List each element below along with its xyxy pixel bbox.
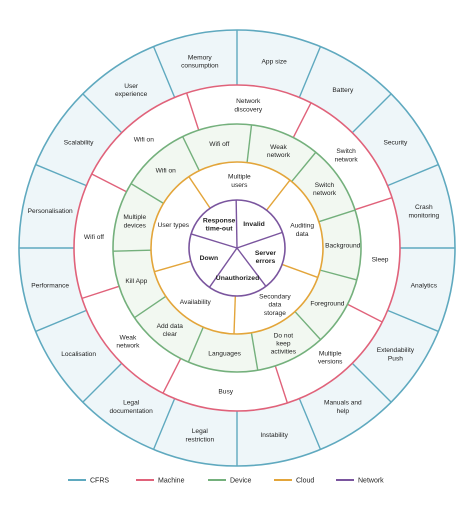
machine-segment-multiple-versions: Multiple versions — [318, 350, 343, 365]
machine-divider — [162, 358, 182, 394]
device-divider — [294, 311, 322, 341]
device-divider — [134, 295, 167, 319]
cloud-segment-availability: Availability — [180, 299, 212, 306]
cfrs-segment-localisation: Localisation — [61, 351, 96, 358]
legend: CFRS Machine Device Cloud Network — [68, 478, 384, 485]
network-segment-down: Down — [200, 255, 219, 262]
device-segment-wifi-on: Wifi on — [156, 167, 176, 174]
cfrs-divider — [387, 163, 439, 187]
cfrs-segment-memory-consumption: Memory consumption — [181, 54, 219, 69]
center-dot — [235, 246, 239, 250]
machine-divider — [91, 173, 127, 193]
cloud-divider — [154, 260, 192, 273]
machine-segment-switch-network: Switch network — [335, 148, 359, 163]
machine-segment-sleep: Sleep — [372, 257, 389, 264]
legend-label-machine: Machine — [158, 478, 185, 485]
device-divider — [318, 209, 356, 223]
device-segment-foreground: Foreground — [310, 300, 344, 307]
machine-segment-busy: Busy — [218, 388, 233, 395]
cfrs-divider — [35, 309, 87, 333]
machine-divider — [274, 365, 289, 404]
device-divider — [113, 249, 152, 252]
device-segment-add-data-clear: Add data clear — [157, 323, 184, 338]
machine-segment-network-discovery: Network discovery — [234, 98, 263, 113]
network-segment-invalid: Invalid — [243, 221, 265, 228]
cfrs-divider — [152, 398, 176, 450]
device-segment-background: Background — [325, 243, 361, 250]
cfrs-segment-security: Security — [383, 140, 408, 147]
cfrs-segment-user-experience: User experience — [115, 83, 148, 98]
network-segment-response-time-out: Response time-out — [203, 218, 236, 233]
device-segment-wifi-off: Wifi off — [209, 141, 229, 148]
device-segment-multiple-devices: Multiple devices — [123, 214, 146, 229]
device-divider — [319, 269, 358, 281]
machine-divider — [292, 102, 312, 138]
cfrs-segment-performance: Performance — [31, 283, 69, 290]
cloud-divider — [266, 179, 291, 211]
device-divider — [182, 136, 200, 172]
cfrs-divider — [298, 398, 322, 450]
legend-label-cloud: Cloud — [296, 478, 314, 485]
cfrs-divider — [298, 46, 322, 98]
cfrs-segment-app-size: App size — [262, 59, 288, 66]
cfrs-segment-personalisation: Personalisation — [28, 208, 73, 215]
network-divider — [236, 231, 283, 249]
machine-segment-weak-network: Weak network — [116, 334, 140, 349]
device-segment-weak-network: Weak network — [267, 144, 291, 159]
device-segment-kill-app: Kill App — [125, 278, 147, 285]
device-divider — [246, 124, 253, 163]
cloud-segment-multiple-users: Multiple users — [228, 174, 251, 189]
cfrs-segment-instability: Instability — [260, 432, 288, 439]
device-divider — [130, 183, 164, 204]
device-segment-languages: Languages — [208, 350, 241, 357]
device-segment-switch-network: Switch network — [313, 182, 337, 197]
network-divider — [235, 199, 238, 249]
cfrs-segment-crash-monitoring: Crash monitoring — [408, 204, 439, 219]
cfrs-segment-extendability-push: Extendability Push — [377, 347, 415, 362]
machine-divider — [81, 285, 120, 300]
cloud-segment-auditing-data: Auditing data — [290, 223, 314, 238]
network-divider — [190, 233, 238, 249]
cfrs-segment-analytics: Analytics — [411, 283, 438, 290]
labels-layer: Memory consumption App size Battery Security… — [28, 54, 440, 443]
device-divider — [291, 151, 317, 183]
network-segment-unauthorized: Unauthorized — [216, 275, 259, 282]
device-divider — [250, 332, 259, 371]
cloud-segment-user-types: User types — [158, 222, 190, 229]
legend-label-cfrs: CFRS — [90, 478, 109, 485]
cfrs-segment-battery: Battery — [332, 87, 354, 94]
cfrs-divider — [35, 163, 87, 187]
cfrs-divider — [152, 46, 176, 98]
cloud-segment-secondary-data-storage: Secondary data storage — [259, 293, 291, 316]
legend-label-network: Network — [358, 478, 384, 485]
cloud-divider — [281, 263, 319, 279]
rings-layer — [18, 29, 456, 467]
device-segment-do-not-keep-activities: Do not keep activities — [271, 332, 297, 355]
network-divider — [236, 247, 267, 287]
machine-divider — [354, 196, 393, 211]
cfrs-divider — [351, 362, 392, 403]
cloud-divider — [233, 295, 237, 334]
network-divider — [208, 247, 238, 288]
cfrs-segment-scalability: Scalability — [64, 140, 94, 147]
cfrs-divider — [387, 309, 439, 333]
cloud-divider — [188, 176, 211, 209]
machine-segment-wifi-off: Wifi off — [84, 234, 104, 241]
device-divider — [187, 326, 204, 363]
cfrs-divider — [82, 93, 123, 134]
network-segment-server-errors: Server errors — [255, 250, 277, 265]
machine-segment-wifi-on: Wifi on — [134, 136, 154, 143]
cfrs-divider — [82, 362, 123, 403]
legend-label-device: Device — [230, 478, 252, 485]
cfrs-segment-legal-documentation: Legal documentation — [110, 400, 154, 415]
cfrs-segment-legal-restriction: Legal restriction — [186, 428, 215, 443]
cfrs-segment-manuals-and-help: Manuals and help — [324, 400, 362, 415]
machine-divider — [347, 303, 383, 323]
machine-divider — [185, 92, 200, 131]
cfrs-divider — [351, 93, 392, 134]
